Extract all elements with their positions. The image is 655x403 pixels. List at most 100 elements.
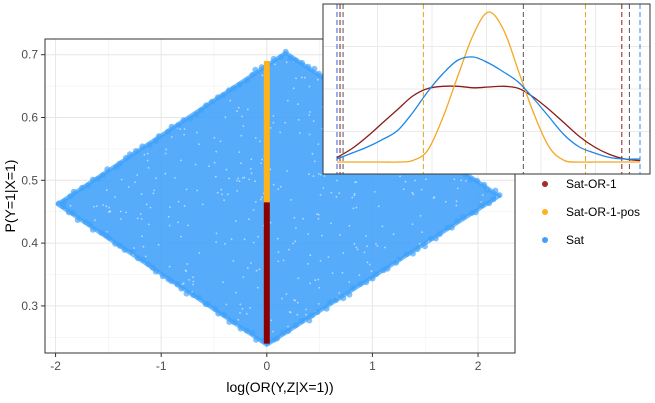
sat-point: [89, 176, 96, 183]
sat-texture-dot: [355, 246, 358, 249]
x-tick-label: -1: [156, 359, 167, 373]
sat-point: [292, 322, 299, 329]
sat-texture-dot: [425, 178, 427, 181]
sat-texture-dot: [335, 195, 338, 198]
x-tick-label: 1: [369, 359, 376, 373]
sat-texture-dot: [354, 181, 356, 184]
sat-texture-dot: [308, 173, 310, 176]
sat-texture-dot: [208, 165, 210, 168]
sat-texture-dot: [444, 200, 447, 203]
sat-texture-dot: [249, 168, 252, 170]
sat-texture-dot: [222, 281, 224, 284]
sat-point: [448, 224, 455, 231]
sat-texture-dot: [241, 177, 244, 179]
sat-texture-dot: [139, 213, 142, 215]
sat-texture-dot: [411, 191, 414, 194]
sat-texture-dot: [133, 247, 135, 250]
sat-point: [309, 312, 315, 319]
sat-point: [396, 255, 403, 262]
sat-texture-dot: [411, 223, 414, 226]
sat-point: [187, 115, 194, 122]
sat-point: [346, 291, 353, 298]
sat-texture-dot: [272, 121, 275, 124]
y-axis-ticks: 0.3 0.4 0.5 0.6 0.7: [21, 48, 45, 313]
sat-point: [112, 240, 119, 247]
sat-texture-dot: [221, 193, 223, 196]
sat-texture-dot: [298, 132, 301, 134]
x-tick-label: 2: [475, 359, 482, 373]
sat-point: [99, 172, 106, 179]
sat-texture-dot: [414, 179, 416, 182]
sat-texture-dot: [366, 261, 369, 264]
legend-item-sat-or-1: Sat-OR-1: [542, 177, 617, 191]
sat-texture-dot: [363, 251, 366, 254]
legend: Sat-OR-1 Sat-OR-1-pos Sat: [542, 177, 640, 247]
sat-texture-dot: [187, 224, 189, 227]
sat-texture-dot: [143, 153, 146, 156]
sat-texture-dot: [323, 175, 326, 177]
sat-texture-dot: [290, 199, 292, 201]
sat-texture-dot: [213, 136, 216, 139]
sat-texture-dot: [238, 180, 241, 183]
sat-point: [140, 256, 147, 263]
sat-texture-dot: [250, 158, 253, 161]
sat-texture-dot: [257, 235, 259, 238]
sat-texture-dot: [183, 133, 186, 136]
sat-texture-dot: [312, 175, 315, 178]
sat-point: [215, 310, 222, 317]
sat-texture-dot: [241, 308, 244, 310]
sat-texture-dot: [105, 189, 108, 192]
sat-texture-dot: [368, 263, 371, 266]
sat-texture-dot: [292, 242, 294, 245]
sat-texture-dot: [308, 133, 311, 136]
sat-point: [483, 186, 490, 193]
sat-texture-dot: [373, 191, 376, 193]
sat-texture-dot: [236, 179, 239, 182]
sat-texture-dot: [229, 99, 232, 102]
sat-texture-dot: [259, 140, 261, 143]
sat-texture-dot: [312, 120, 315, 122]
sat-texture-dot: [297, 277, 300, 280]
sat-texture-dot: [295, 77, 297, 80]
x-tick-label: -2: [50, 359, 61, 373]
sat-point: [159, 273, 166, 280]
sat-point: [135, 255, 141, 262]
sat-texture-dot: [180, 159, 182, 162]
inset-plot-border: [322, 3, 651, 175]
sat-point: [70, 188, 77, 195]
sat-texture-dot: [179, 128, 182, 131]
sat-texture-dot: [258, 268, 261, 271]
sat-texture-dot: [248, 218, 250, 221]
sat-texture-dot: [317, 303, 320, 305]
sat-point: [444, 224, 451, 231]
sat-texture-dot: [296, 313, 299, 316]
sat-texture-dot: [318, 286, 321, 289]
sat-texture-dot: [294, 299, 297, 302]
sat-texture-dot: [234, 220, 237, 223]
sat-texture-dot: [136, 174, 139, 176]
y-axis-title: P(Y=1|X=1): [2, 160, 18, 233]
sat-point: [414, 246, 421, 253]
sat-point: [298, 318, 305, 324]
sat-texture-dot: [254, 201, 257, 203]
sat-texture-dot: [295, 227, 297, 229]
sat-texture-dot: [272, 330, 274, 333]
sat-point: [380, 267, 387, 274]
sat-point: [60, 203, 67, 210]
sat-point: [214, 94, 221, 101]
sat-texture-dot: [214, 175, 217, 178]
sat-texture-dot: [308, 114, 311, 116]
sat-texture-dot: [274, 63, 276, 66]
sat-point: [403, 251, 410, 257]
sat-point: [243, 327, 250, 334]
sat-texture-dot: [282, 259, 285, 262]
sat-texture-dot: [321, 234, 323, 237]
sat-texture-dot: [353, 192, 356, 195]
sat-texture-dot: [402, 188, 405, 191]
sat-texture-dot: [365, 235, 367, 237]
sat-texture-dot: [181, 283, 184, 286]
sat-point: [67, 193, 74, 200]
sat-texture-dot: [336, 179, 338, 182]
sat-texture-dot: [481, 194, 484, 196]
sat-texture-dot: [342, 252, 345, 254]
